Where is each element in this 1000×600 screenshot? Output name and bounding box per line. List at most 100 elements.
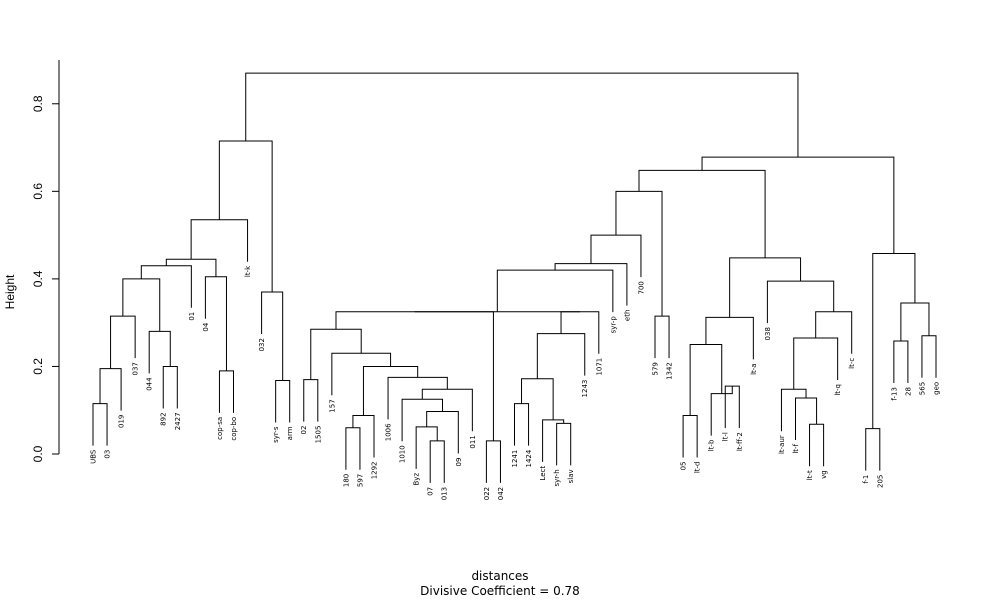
leaf-label: Lect (539, 466, 547, 481)
merge-link (729, 257, 802, 318)
merge-link (99, 368, 122, 411)
merge-link (275, 379, 291, 423)
merge-link (335, 311, 494, 441)
y-tick-label: 0.6 (31, 183, 45, 200)
leaf-label: 1424 (525, 449, 533, 467)
merge-link (795, 397, 818, 440)
leaf-label: 1010 (399, 445, 407, 463)
merge-link (485, 440, 501, 483)
x-axis-label: distances (471, 569, 529, 583)
leaf-label: 565 (918, 382, 926, 395)
merge-link (689, 344, 723, 416)
leaf-label: 032 (258, 338, 266, 351)
leaf-label: Byz (413, 473, 421, 486)
merge-link (331, 352, 392, 396)
merge-link (345, 427, 361, 470)
merge-link (724, 385, 740, 429)
leaf-label: lt-d (694, 461, 702, 473)
leaf-label: 09 (455, 458, 463, 467)
merge-link (401, 398, 443, 442)
merge-link (766, 280, 835, 324)
merge-link (921, 335, 937, 378)
merge-link (536, 333, 586, 379)
leaf-label: eth (623, 310, 631, 322)
leaf-label: f-1 (862, 475, 870, 484)
leaf-label: lt-t (806, 470, 814, 480)
divisive-coefficient-label: Divisive Coefficient = 0.78 (420, 584, 580, 598)
merge-link (310, 328, 362, 380)
y-tick-label: 0.2 (31, 358, 45, 375)
merge-link (387, 376, 448, 420)
leaf-label: 2427 (174, 412, 182, 430)
merge-link (303, 379, 319, 422)
merge-link (218, 370, 234, 413)
leaf-label: slav (567, 469, 575, 483)
leaf-label: lt-f (792, 443, 800, 453)
merge-link (415, 426, 438, 469)
merge-link (514, 403, 530, 446)
leaf-label: 205 (876, 475, 884, 488)
merge-link (554, 263, 628, 306)
merge-link (245, 72, 799, 158)
dendrogram-tree (92, 72, 937, 483)
leaf-label: UBS (90, 449, 98, 464)
y-axis-label: Height (3, 274, 17, 309)
leaf-label: 597 (356, 474, 364, 487)
leaf-label: 180 (342, 474, 350, 487)
leaf-label: geo (933, 382, 941, 395)
merge-link (590, 234, 642, 278)
merge-link (148, 330, 171, 374)
merge-link (638, 169, 766, 258)
leaf-label: 1006 (385, 423, 393, 441)
merge-link (218, 140, 273, 293)
merge-link (92, 403, 108, 446)
leaf-label: 07 (427, 487, 435, 496)
leaf-label: 03 (104, 450, 112, 459)
leaf-label: syr-p (609, 316, 617, 334)
merge-link (654, 315, 670, 359)
leaf-label: 1071 (595, 358, 603, 376)
merge-link (162, 365, 178, 409)
leaf-label: lt-k (244, 265, 252, 277)
leaf-label: lt-aur (778, 435, 786, 454)
leaf-label: 01 (188, 312, 196, 321)
leaf-label: 28 (904, 387, 912, 396)
merge-link (893, 340, 909, 384)
leaf-label: 1342 (666, 362, 674, 380)
leaf-label: 013 (441, 487, 449, 500)
merge-link (140, 265, 192, 308)
merge-link (190, 219, 249, 262)
leaf-label: arm (286, 426, 294, 440)
leaf-label: 1505 (314, 426, 322, 444)
leaf-label: syr-h (553, 469, 561, 486)
leaf-label: 157 (328, 399, 336, 412)
merge-link (110, 315, 136, 369)
merge-link (352, 414, 375, 458)
leaf-label: lt-q (834, 384, 842, 396)
leaf-label: 038 (764, 327, 772, 340)
leaf-label: 044 (146, 377, 154, 391)
leaf-label: cop-bo (230, 417, 238, 441)
leaf-label: 579 (652, 362, 660, 375)
merge-link (900, 302, 930, 342)
leaf-label: 019 (118, 415, 126, 428)
leaf-label: 1243 (581, 380, 589, 398)
merge-link (261, 291, 284, 381)
merge-link (122, 278, 161, 332)
leaf-label: 892 (160, 412, 168, 425)
leaf-label: 042 (497, 487, 505, 500)
merge-link (521, 378, 554, 420)
merge-link (701, 156, 895, 254)
merge-link (865, 428, 881, 471)
merge-link (165, 258, 217, 277)
merge-link (615, 190, 663, 317)
leaf-label: lt-c (848, 358, 856, 369)
leaf-label: syr-s (272, 426, 280, 443)
y-tick-label: 0.0 (31, 445, 45, 462)
leaf-label: 700 (637, 281, 645, 294)
merge-link (682, 414, 698, 458)
leaf-label: 037 (132, 362, 140, 375)
leaf-label: 04 (202, 322, 210, 331)
leaf-label: 02 (300, 426, 308, 435)
